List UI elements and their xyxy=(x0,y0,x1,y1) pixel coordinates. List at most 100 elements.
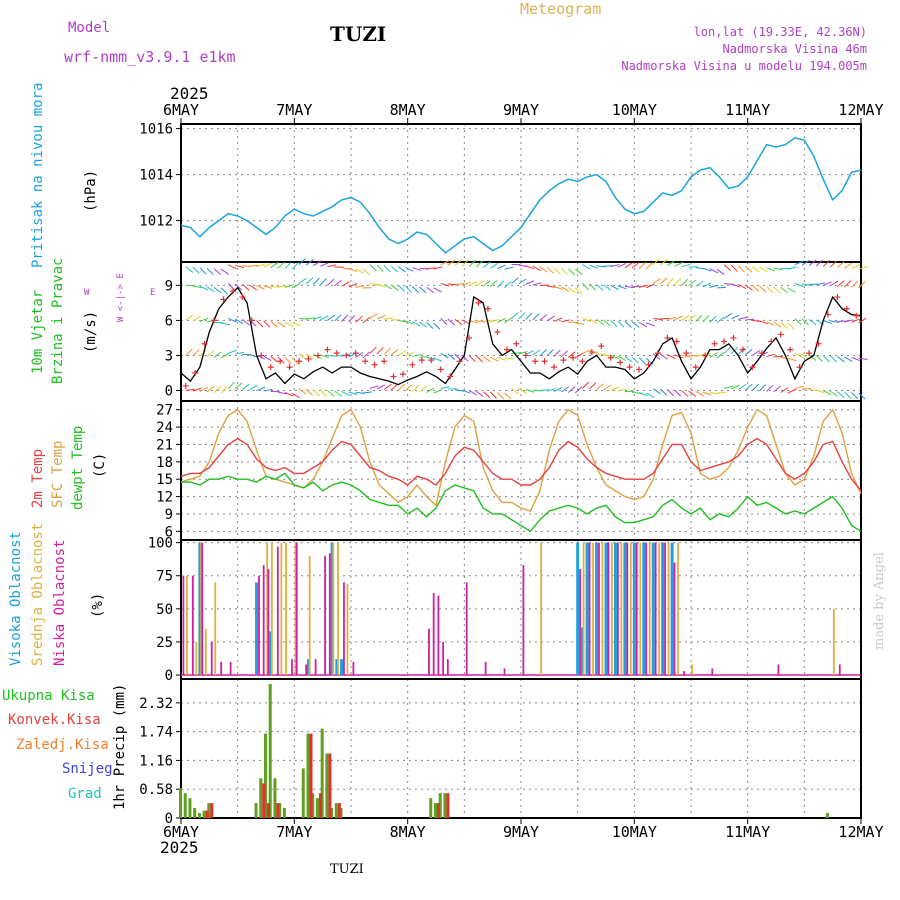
wind-arrow xyxy=(404,285,412,293)
wind-gust-marker xyxy=(456,358,463,365)
wind-arrow xyxy=(419,385,427,393)
wind-arrow xyxy=(539,349,548,356)
year-bottom: 2025 xyxy=(160,838,199,857)
compass-east: E xyxy=(150,288,156,298)
wind-arrow xyxy=(440,386,450,389)
wind-arrow xyxy=(362,268,371,276)
wind-gust-marker xyxy=(626,364,633,371)
wind-arrow xyxy=(263,285,273,289)
wind-arrow xyxy=(624,321,632,328)
wind-arrow xyxy=(744,383,753,391)
wind-arrow xyxy=(858,266,868,270)
wind-arrow xyxy=(737,384,747,390)
precip-bar xyxy=(434,803,437,818)
wind-arrow xyxy=(752,266,760,273)
wind-arrow xyxy=(575,268,583,275)
wind-arrow xyxy=(688,314,696,322)
wind-arrow xyxy=(213,286,222,294)
wind-arrow xyxy=(794,318,802,326)
wind-gust-marker xyxy=(843,305,850,312)
wind-arrow xyxy=(638,357,646,365)
wind-arrow xyxy=(730,264,738,272)
precip-bar xyxy=(179,788,182,818)
precip-bar xyxy=(202,810,206,818)
wind-arrow xyxy=(454,259,463,267)
wind-arrow xyxy=(461,319,471,325)
y-tick-label: 9 xyxy=(165,507,173,523)
wind-arrow xyxy=(815,389,825,394)
wind-arrow xyxy=(553,285,563,290)
wind-arrow xyxy=(808,259,817,267)
wind-arrow xyxy=(822,355,830,363)
wind-arrow xyxy=(709,315,717,323)
wind-arrow xyxy=(312,353,322,359)
wind-gust-marker xyxy=(758,350,765,357)
wind-arrow xyxy=(192,285,202,289)
wind-arrow xyxy=(320,354,330,358)
wind-arrow xyxy=(567,268,576,276)
wind-arrow xyxy=(468,259,476,268)
wind-arrow xyxy=(667,260,676,267)
precip-bar xyxy=(325,753,329,818)
wind-arrow xyxy=(341,281,350,287)
wind-gust-marker xyxy=(343,352,350,359)
wind-arrow xyxy=(858,357,868,360)
wind-arrow xyxy=(688,390,697,397)
precip-bar xyxy=(825,813,829,818)
wind-arrow xyxy=(185,388,195,391)
wind-arrow xyxy=(348,315,356,323)
wind-arrow xyxy=(589,382,597,390)
wind-arrow xyxy=(603,319,611,327)
legend-total-rain: Ukupna Kisa xyxy=(2,688,95,704)
wind-arrow xyxy=(759,320,769,325)
wind-gust-marker xyxy=(532,358,539,365)
x-tick-label-bottom: 8MAY xyxy=(390,823,426,841)
wind-arrow xyxy=(305,388,313,396)
wind-arrow xyxy=(390,265,399,273)
precip-bar xyxy=(205,810,209,818)
wind-arrow xyxy=(674,315,683,321)
wind-arrow xyxy=(560,286,570,292)
wind-gust-marker xyxy=(248,317,255,324)
wind-arrow xyxy=(773,355,783,358)
wind-arrow xyxy=(567,386,576,393)
precip-bar xyxy=(311,793,315,818)
wind-arrow xyxy=(497,356,507,361)
wind-arrow xyxy=(631,321,640,328)
wind-arrow xyxy=(518,264,528,268)
wind-arrow xyxy=(745,318,755,321)
wind-arrow xyxy=(837,356,845,363)
wind-arrow xyxy=(426,387,435,393)
wind-arrow xyxy=(525,350,535,355)
precip-bar xyxy=(339,808,343,818)
y-tick-label: 18 xyxy=(156,455,173,471)
wind-arrow xyxy=(185,349,193,356)
wind-arrow xyxy=(220,287,228,295)
wind-arrow xyxy=(348,282,358,288)
wind-arrow xyxy=(235,264,245,269)
wind-arrow xyxy=(709,284,719,288)
coordinates-label: lon,lat (19.33E, 42.36N) xyxy=(693,25,867,39)
wind-arrow xyxy=(291,283,301,289)
wind-arrow xyxy=(546,285,556,288)
precip-bar xyxy=(188,798,192,818)
wind-arrow xyxy=(837,280,845,287)
wind-arrow xyxy=(709,391,719,395)
wind-arrow xyxy=(447,259,456,266)
wind-arrow xyxy=(369,282,379,286)
wind-arrow xyxy=(284,261,292,270)
wind-arrow xyxy=(652,277,662,284)
wind-arrow xyxy=(220,386,228,394)
wind-arrow xyxy=(815,259,823,267)
wind-arrow xyxy=(440,282,450,287)
wind-arrow xyxy=(256,263,266,268)
wind-arrow xyxy=(801,318,809,326)
x-tick-label-top: 9MAY xyxy=(503,101,539,119)
wind-arrow xyxy=(837,391,845,398)
precip-bar xyxy=(276,803,280,818)
wind-arrow xyxy=(376,384,386,390)
x-tick-label-top: 11MAY xyxy=(725,101,770,119)
wind-arrow xyxy=(327,390,335,397)
wind-arrow xyxy=(511,277,519,284)
wind-arrow xyxy=(674,261,683,267)
